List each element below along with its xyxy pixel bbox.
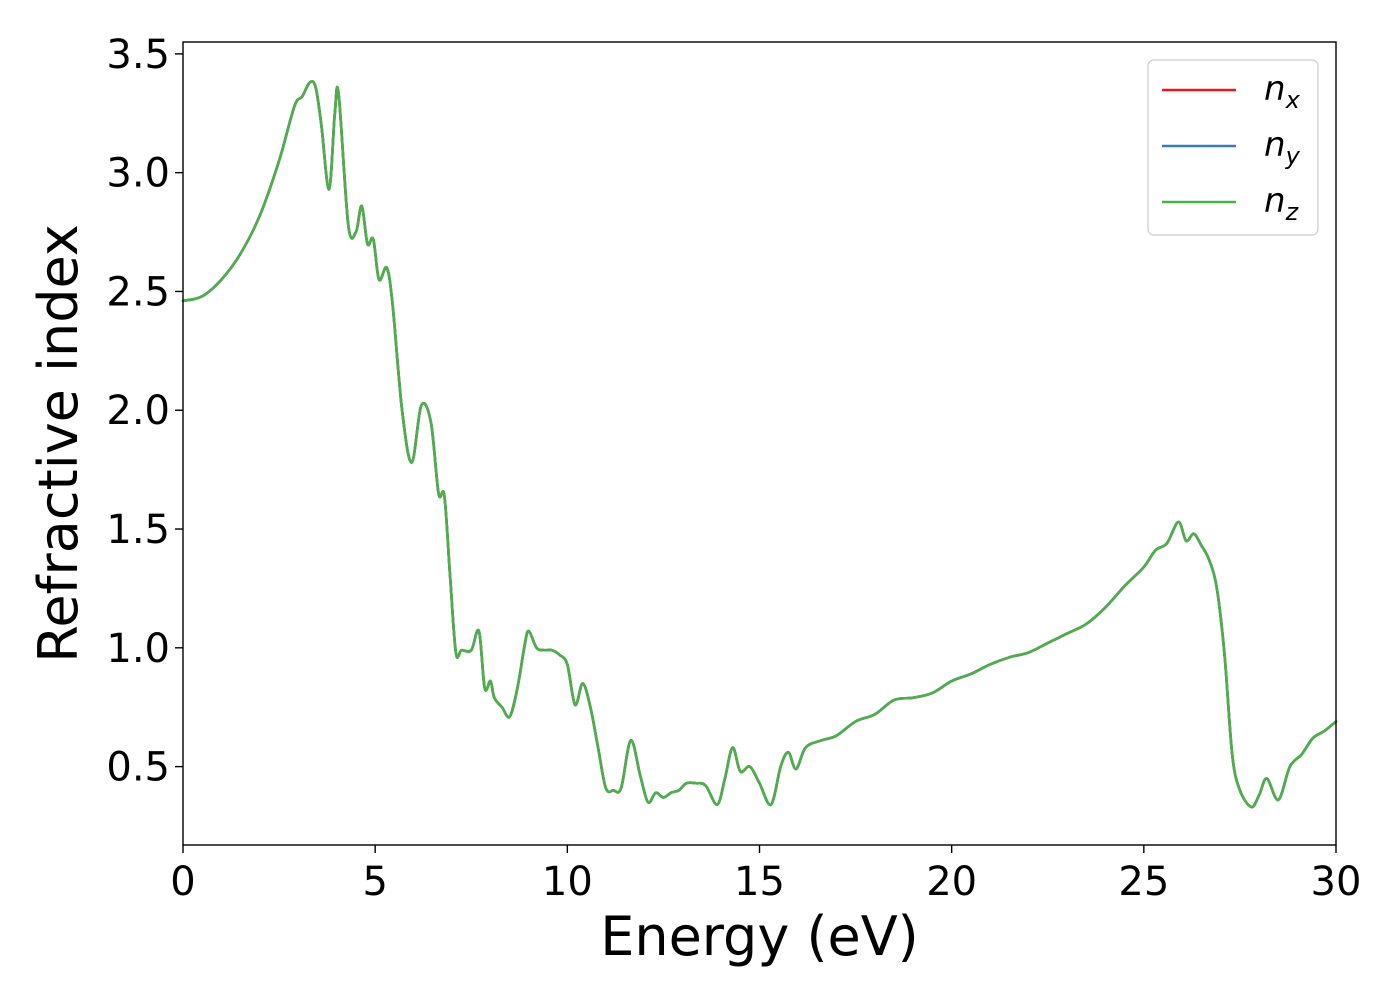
y-tick-label: 0.5: [106, 745, 170, 791]
x-tick-label: 25: [1118, 859, 1169, 905]
legend-label-subscript: z: [1285, 198, 1300, 226]
series-layer: [181, 80, 1338, 809]
y-tick-label: 2.0: [106, 388, 170, 434]
legend-label-n-y: ny: [1264, 125, 1301, 170]
x-axis-title: Energy (eV): [600, 905, 919, 968]
legend-box: [1147, 59, 1319, 236]
ticks-layer: 0 5 10 15 20 25 30 0.5 1.0 1.5 2.0 2.5 3.0 3.5: [106, 32, 1361, 905]
y-tick-label: 3.0: [106, 151, 170, 197]
legend-label-n-x: nx: [1264, 69, 1301, 114]
legend-label-subscript: x: [1285, 86, 1301, 114]
y-tick-label: 2.5: [106, 269, 170, 315]
legend-label-subscript: y: [1285, 142, 1301, 170]
y-tick-label: 1.5: [106, 507, 170, 553]
y-axis-title: Refractive index: [27, 224, 90, 663]
x-tick-label: 10: [542, 859, 593, 905]
legend-label-main: n: [1264, 181, 1286, 221]
y-tick-label: 1.0: [106, 626, 170, 672]
legend-label-main: n: [1264, 69, 1286, 109]
y-tick-label: 3.5: [106, 32, 170, 78]
x-tick-label: 30: [1311, 859, 1362, 905]
x-tick-label: 0: [170, 859, 195, 905]
legend-label-main: n: [1264, 125, 1286, 165]
x-tick-label: 20: [926, 859, 977, 905]
x-tick-label: 15: [734, 859, 785, 905]
x-tick-label: 5: [362, 859, 387, 905]
series-line-n-z: [181, 80, 1338, 809]
legend-label-n-z: nz: [1264, 181, 1300, 226]
